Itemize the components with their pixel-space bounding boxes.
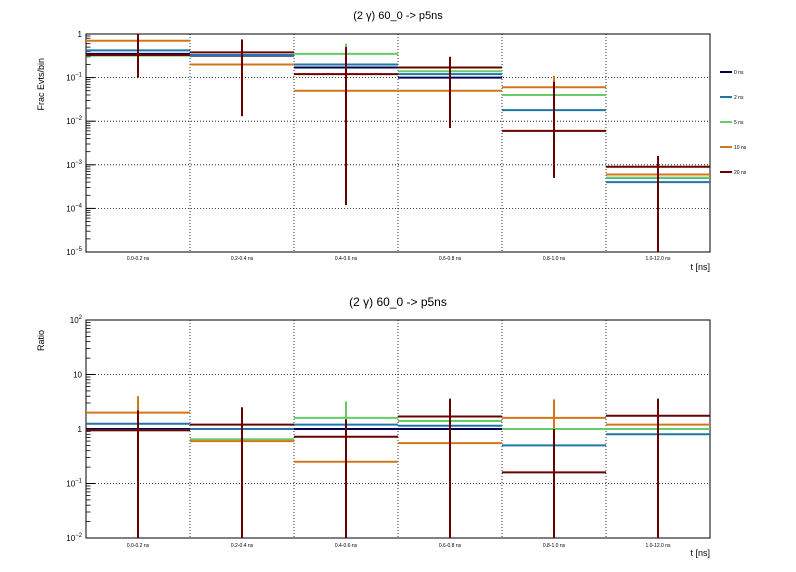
y-tick-label: 10−3 <box>66 160 82 170</box>
y-tick-label: 10−5 <box>66 247 82 257</box>
legend-item: 2 ns <box>720 95 744 101</box>
y-tick-label: 10−1 <box>66 479 82 489</box>
y-tick-label: 10−2 <box>66 533 82 543</box>
y-tick-label: 10−2 <box>66 116 82 126</box>
x-category-label: 0.4-0.6 ns <box>335 256 358 262</box>
y-axis-label: Ratio <box>36 330 46 351</box>
legend-label: 10 ns <box>734 145 747 151</box>
y-tick-label: 10 <box>73 371 82 380</box>
y-axis-label: Frac Evts/bin <box>36 58 46 111</box>
x-category-label: 0.0-0.2 ns <box>127 256 150 262</box>
x-category-label: 1.0-12.0 ns <box>645 256 671 262</box>
legend-item: 0 ns <box>720 70 744 76</box>
x-axis-label: t [ns] <box>690 262 710 272</box>
frac-evts-panel: (2 γ) 60_0 -> p5ns 1 10−1 10−2 10−3 10−4 10−5 0… <box>36 10 747 272</box>
legend-item: 5 ns <box>720 120 744 126</box>
y-tick-label: 10−1 <box>66 73 82 83</box>
x-category-label: 0.8-1.0 ns <box>543 256 566 262</box>
legend-item: 20 ns <box>720 170 747 176</box>
y-tick-label: 102 <box>70 315 83 325</box>
x-category-label: 0.6-0.8 ns <box>439 256 462 262</box>
chart-title: (2 γ) 60_0 -> p5ns <box>349 295 447 309</box>
x-category-label: 0.6-0.8 ns <box>439 543 462 549</box>
ratio-panel: (2 γ) 60_0 -> p5ns 102 10 1 10−1 10−2 0.0-0.2 … <box>36 295 711 558</box>
legend-item: 10 ns <box>720 145 747 151</box>
x-category-label: 1.0-12.0 ns <box>645 543 671 549</box>
x-category-label: 0.0-0.2 ns <box>127 543 150 549</box>
x-category-label: 0.2-0.4 ns <box>231 256 254 262</box>
y-tick-label: 10−4 <box>66 203 82 213</box>
x-category-label: 0.8-1.0 ns <box>543 543 566 549</box>
y-tick-label: 1 <box>78 425 83 434</box>
x-category-label: 0.4-0.6 ns <box>335 543 358 549</box>
y-tick-label: 1 <box>78 30 83 39</box>
x-category-label: 0.2-0.4 ns <box>231 543 254 549</box>
legend-label: 5 ns <box>734 120 744 126</box>
legend-label: 2 ns <box>734 95 744 101</box>
chart-title: (2 γ) 60_0 -> p5ns <box>353 10 443 22</box>
legend-label: 0 ns <box>734 70 744 76</box>
x-axis-label: t [ns] <box>690 548 710 558</box>
legend-label: 20 ns <box>734 170 747 176</box>
